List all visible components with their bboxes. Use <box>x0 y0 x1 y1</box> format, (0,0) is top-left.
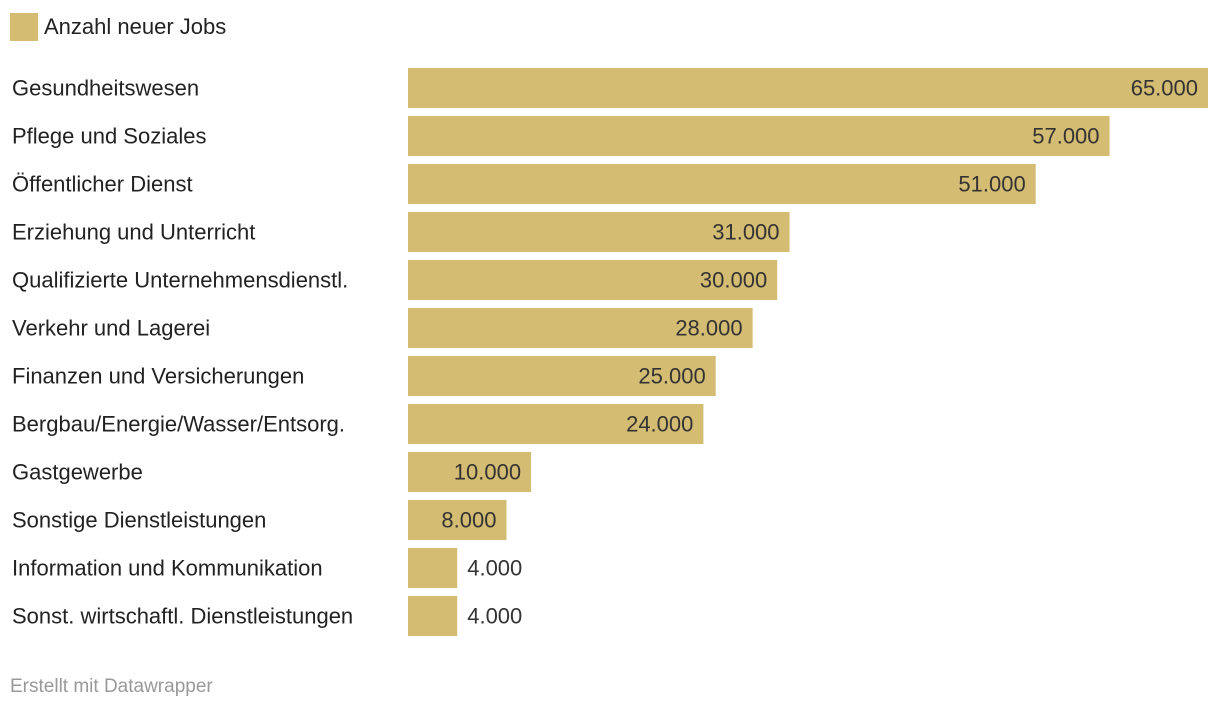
value-label: 8.000 <box>441 508 496 533</box>
category-label: Pflege und Soziales <box>12 124 206 149</box>
category-label: Qualifizierte Unternehmensdienstl. <box>12 268 348 293</box>
legend: Anzahl neuer Jobs <box>10 12 226 42</box>
bar <box>408 116 1110 156</box>
value-label: 25.000 <box>638 364 705 389</box>
value-label: 65.000 <box>1131 76 1198 101</box>
value-label: 57.000 <box>1032 124 1099 149</box>
footer-credit: Erstellt mit Datawrapper <box>10 676 213 697</box>
category-label: Finanzen und Versicherungen <box>12 364 304 389</box>
value-label: 51.000 <box>958 172 1025 197</box>
bar <box>408 212 790 252</box>
bar <box>408 164 1036 204</box>
value-label: 4.000 <box>467 604 522 629</box>
category-label: Sonst. wirtschaftl. Dienstleistungen <box>12 604 353 629</box>
bar <box>408 548 458 588</box>
legend-label: Anzahl neuer Jobs <box>44 14 227 39</box>
value-label: 31.000 <box>712 220 779 245</box>
bar <box>408 356 716 396</box>
category-label: Gesundheitswesen <box>12 76 199 101</box>
category-label: Verkehr und Lagerei <box>12 316 210 341</box>
category-label: Erziehung und Unterricht <box>12 220 255 245</box>
bar-chart: Gesundheitswesen 65.000 Pflege und Soziale… <box>12 68 1208 636</box>
value-label: 10.000 <box>454 460 521 485</box>
bar <box>408 452 532 492</box>
bar <box>408 500 507 540</box>
value-label: 4.000 <box>467 556 522 581</box>
bar <box>408 404 704 444</box>
category-label: Öffentlicher Dienst <box>12 172 193 197</box>
legend-swatch <box>10 13 38 41</box>
category-label: Information und Kommunikation <box>12 556 323 581</box>
bar <box>408 68 1208 108</box>
bar <box>408 308 753 348</box>
bar <box>408 260 778 300</box>
category-label: Bergbau/Energie/Wasser/Entsorg. <box>12 412 345 437</box>
bar <box>408 596 458 636</box>
value-label: 24.000 <box>626 412 693 437</box>
value-label: 30.000 <box>700 268 767 293</box>
category-label: Gastgewerbe <box>12 460 143 485</box>
category-label: Sonstige Dienstleistungen <box>12 508 266 533</box>
value-label: 28.000 <box>675 316 742 341</box>
